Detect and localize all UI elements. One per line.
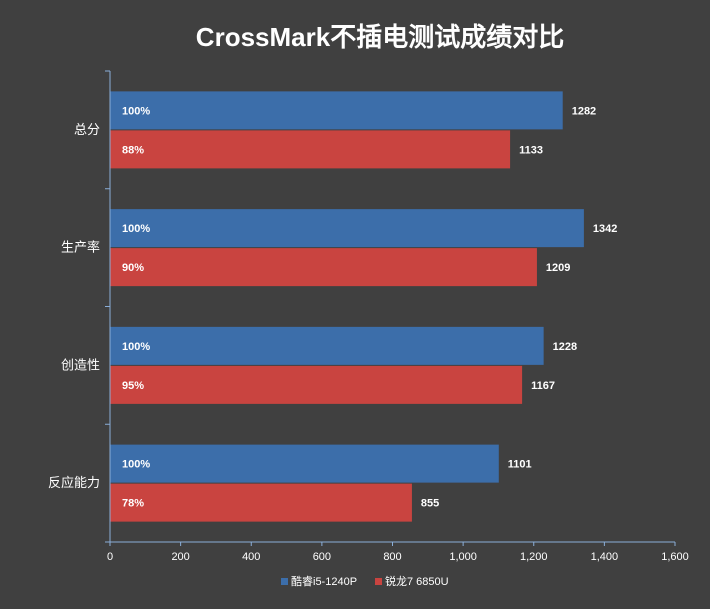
percent-label: 100% xyxy=(122,105,150,117)
x-tick-label: 1,600 xyxy=(661,551,689,563)
percent-label: 95% xyxy=(122,380,144,392)
bar xyxy=(110,130,511,169)
bar xyxy=(110,248,537,287)
value-label: 1167 xyxy=(531,380,555,392)
percent-label: 90% xyxy=(122,262,144,274)
bar xyxy=(110,326,544,365)
legend: 酷睿i5-1240P 锐龙7 6850U xyxy=(281,574,449,588)
x-tick-label: 400 xyxy=(242,551,260,563)
bar xyxy=(110,444,499,483)
x-tick-label: 200 xyxy=(171,551,189,563)
value-label: 855 xyxy=(421,498,439,510)
percent-label: 78% xyxy=(122,498,144,510)
value-label: 1209 xyxy=(546,262,570,274)
x-tick-label: 0 xyxy=(107,551,113,563)
legend-swatch xyxy=(281,578,288,585)
x-tick-label: 1,400 xyxy=(591,551,619,563)
percent-label: 100% xyxy=(122,459,150,471)
value-label: 1228 xyxy=(553,341,577,353)
category-label: 总分 xyxy=(74,122,100,137)
bar xyxy=(110,483,412,522)
x-tick-label: 1,200 xyxy=(520,551,548,563)
x-tick-label: 1,000 xyxy=(449,551,477,563)
legend-swatch xyxy=(375,578,382,585)
percent-label: 88% xyxy=(122,144,144,156)
x-tick-label: 600 xyxy=(313,551,331,563)
value-label: 1282 xyxy=(572,105,596,117)
category-label: 反应能力 xyxy=(48,475,100,490)
bar xyxy=(110,365,523,404)
percent-label: 100% xyxy=(122,223,150,235)
category-label: 生产率 xyxy=(61,240,100,255)
bar xyxy=(110,91,563,130)
chart-title: CrossMark不插电测试成绩对比 xyxy=(196,22,564,52)
value-label: 1101 xyxy=(508,459,532,471)
bars-group: 100% 1282 88% 1133 100% 1342 90% 1209 100% 1228 95… xyxy=(110,91,617,522)
value-label: 1342 xyxy=(593,223,617,235)
percent-label: 100% xyxy=(122,341,150,353)
legend-label: 酷睿i5-1240P xyxy=(291,574,357,588)
category-label: 创造性 xyxy=(61,357,100,372)
legend-label: 锐龙7 6850U xyxy=(385,574,449,588)
bar xyxy=(110,209,584,248)
value-label: 1133 xyxy=(519,144,543,156)
x-tick-label: 800 xyxy=(383,551,401,563)
